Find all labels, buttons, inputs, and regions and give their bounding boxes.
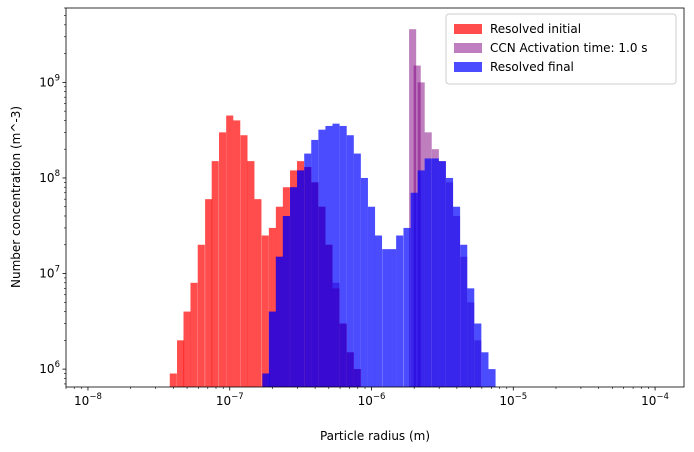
bar-2-19 — [396, 235, 404, 387]
x-tick-label: 10−6 — [358, 392, 386, 408]
y-tick-mantissa: 10 — [39, 171, 54, 185]
x-tick-label: 10−4 — [641, 392, 669, 408]
bar-2-3 — [282, 215, 290, 387]
y-tick-exponent: 7 — [55, 265, 60, 275]
x-axis-ticks: 10−8 10−7 10−6 10−5 10−4 — [65, 387, 669, 408]
x-tick-mantissa: 10 — [358, 394, 373, 408]
legend-label-2: Resolved final — [490, 60, 574, 74]
bar-0-6 — [211, 161, 219, 387]
bar-2-2 — [275, 256, 283, 387]
bar-0-9 — [233, 120, 241, 387]
bar-2-32 — [488, 369, 496, 387]
x-tick-label: 10−7 — [216, 392, 244, 408]
y-axis-label: Number concentration (m^-3) — [9, 106, 23, 288]
bar-2-1 — [268, 311, 276, 387]
x-axis-label: Particle radius (m) — [320, 429, 430, 443]
bar-0-0 — [169, 373, 177, 387]
bar-2-22 — [417, 170, 425, 387]
bar-2-30 — [474, 323, 482, 387]
bar-2-31 — [481, 352, 489, 387]
bar-2-9 — [325, 125, 333, 387]
y-tick-mantissa: 10 — [39, 362, 54, 376]
legend: Resolved initial CCN Activation time: 1.0… — [445, 13, 677, 85]
bar-2-20 — [403, 227, 411, 387]
x-tick-mantissa: 10 — [499, 394, 514, 408]
legend-label-0: Resolved initial — [490, 22, 581, 36]
y-tick-label: 107 — [39, 265, 60, 281]
bar-0-12 — [254, 199, 262, 387]
x-tick-mantissa: 10 — [641, 394, 656, 408]
bar-0-7 — [219, 132, 227, 387]
y-tick-label: 106 — [39, 360, 60, 376]
y-tick-label: 108 — [39, 169, 60, 185]
bar-0-1 — [177, 340, 185, 387]
histogram-bars — [169, 29, 496, 387]
bar-2-13 — [353, 153, 361, 387]
x-tick-exponent: −4 — [656, 392, 669, 402]
bar-2-24 — [431, 158, 439, 387]
bar-0-5 — [205, 199, 213, 387]
bar-2-17 — [382, 249, 390, 387]
legend-frame — [445, 13, 677, 85]
bar-2-4 — [290, 187, 298, 387]
bar-0-10 — [240, 135, 248, 387]
y-tick-mantissa: 10 — [39, 75, 54, 89]
bar-2-11 — [339, 125, 347, 387]
y-tick-exponent: 6 — [55, 360, 60, 370]
bar-2-12 — [346, 135, 354, 387]
x-tick-label: 10−8 — [74, 392, 102, 408]
legend-label-1: CCN Activation time: 1.0 s — [490, 41, 648, 55]
x-tick-exponent: −5 — [515, 392, 528, 402]
bar-0-11 — [247, 161, 255, 387]
legend-swatch-1 — [454, 43, 482, 53]
bar-2-6 — [304, 153, 312, 387]
bar-2-27 — [453, 206, 461, 387]
bar-2-28 — [460, 244, 468, 387]
bar-2-21 — [410, 192, 418, 387]
bar-0-14 — [268, 227, 276, 387]
bar-2-25 — [438, 161, 446, 387]
bar-2-15 — [367, 206, 376, 387]
bar-0-2 — [183, 311, 191, 387]
bar-2-16 — [374, 235, 383, 387]
bar-2-8 — [318, 129, 326, 387]
x-tick-mantissa: 10 — [74, 394, 89, 408]
bar-0-4 — [197, 244, 205, 387]
bar-0-8 — [226, 115, 234, 387]
x-tick-label: 10−5 — [499, 392, 527, 408]
plot-frame — [65, 7, 685, 388]
y-tick-exponent: 9 — [55, 73, 60, 83]
x-tick-exponent: −6 — [373, 392, 386, 402]
bar-2-26 — [445, 177, 454, 387]
x-tick-exponent: −7 — [231, 392, 244, 402]
bar-2-7 — [311, 139, 319, 387]
bar-2-14 — [360, 177, 368, 387]
y-tick-mantissa: 10 — [39, 267, 54, 281]
bar-0-13 — [261, 235, 269, 387]
bar-2-10 — [332, 123, 340, 387]
bar-2-5 — [297, 170, 305, 387]
x-tick-mantissa: 10 — [216, 394, 231, 408]
bar-2-0 — [262, 373, 270, 387]
bar-2-18 — [389, 249, 397, 387]
bar-0-3 — [190, 282, 198, 387]
y-tick-exponent: 8 — [55, 169, 60, 179]
bar-2-23 — [424, 158, 432, 387]
x-tick-exponent: −8 — [89, 392, 102, 402]
legend-swatch-2 — [454, 62, 482, 72]
legend-swatch-0 — [454, 24, 482, 34]
series-2 — [262, 123, 496, 387]
y-tick-label: 109 — [39, 73, 60, 89]
bar-2-29 — [467, 288, 475, 387]
